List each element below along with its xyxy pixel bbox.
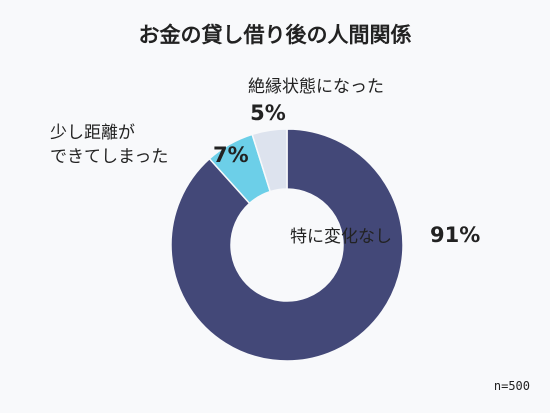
sample-note: n=500 [494,379,530,393]
category-label: 少し距離ができてしまった [50,123,168,167]
chart-title: お金の貸し借り後の人間関係 [139,23,412,47]
donut-slice [251,128,288,193]
category-label: 絶縁状態になった [248,77,384,97]
value-label: 5% [250,101,286,125]
value-label: 7% [213,143,249,167]
category-label: 特に変化なし [290,227,392,247]
donut-slice [170,128,404,362]
value-label: 91% [430,223,480,247]
